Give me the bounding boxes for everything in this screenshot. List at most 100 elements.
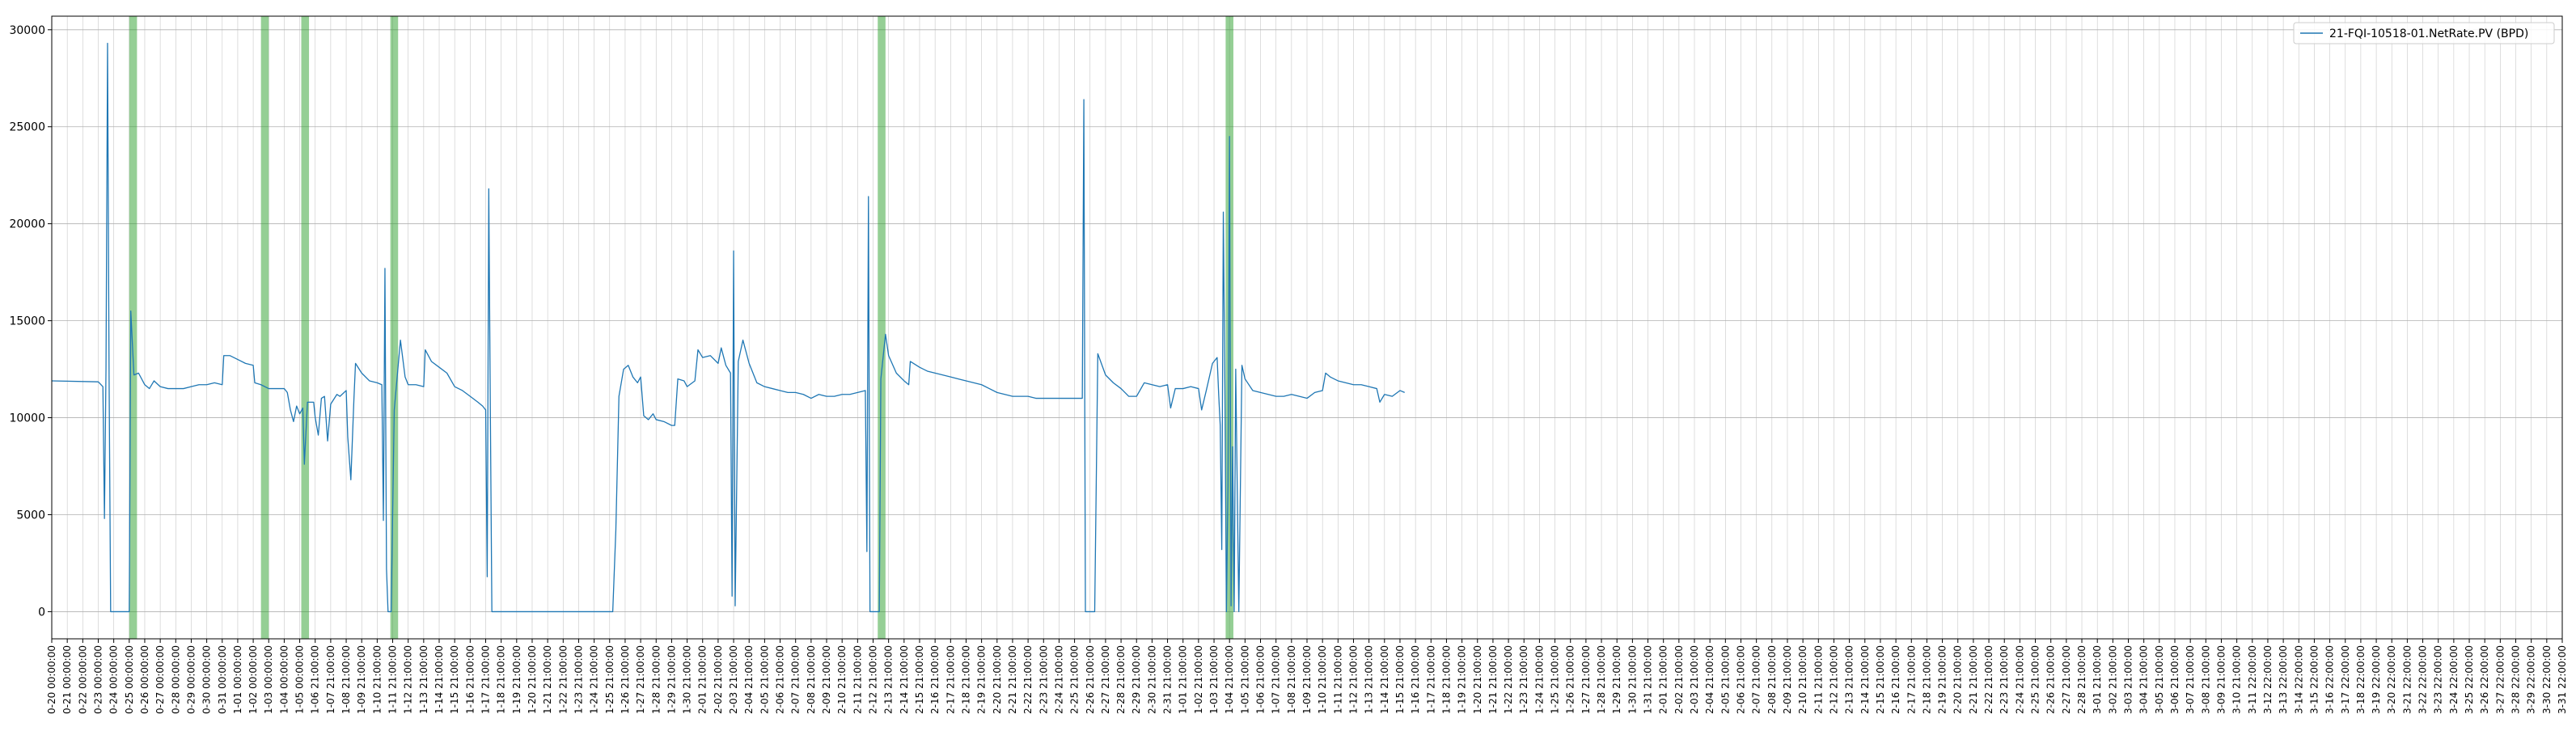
shaded-band xyxy=(1225,16,1233,639)
x-tick-label: 0-29 00:00:00 xyxy=(185,645,197,714)
x-tick-label: 1-10 21:00:00 xyxy=(1317,645,1328,714)
x-tick-label: 2-02 21:00:00 xyxy=(1673,645,1685,714)
x-tick-label: 1-16 21:00:00 xyxy=(464,645,476,714)
x-tick-label: 1-20 21:00:00 xyxy=(527,645,538,714)
x-tick-label: 0-24 00:00:00 xyxy=(108,645,120,714)
x-tick-label: 2-08 21:00:00 xyxy=(1766,645,1778,714)
x-tick-label: 2-05 21:00:00 xyxy=(759,645,770,714)
x-tick-label: 3-14 22:00:00 xyxy=(2293,645,2304,714)
x-tick-label: 1-17 21:00:00 xyxy=(480,645,491,714)
x-tick-label: 2-01 21:00:00 xyxy=(697,645,709,714)
x-tick-label: 1-15 21:00:00 xyxy=(1394,645,1406,714)
x-tick-label: 2-01 21:00:00 xyxy=(1658,645,1669,714)
x-tick-label: 2-17 21:00:00 xyxy=(1906,645,1917,714)
x-tick-label: 1-24 21:00:00 xyxy=(1533,645,1545,714)
x-tick-label: 2-14 21:00:00 xyxy=(1859,645,1871,714)
x-tick-label: 1-10 21:00:00 xyxy=(371,645,383,714)
x-tick-label: 1-12 21:00:00 xyxy=(403,645,414,714)
x-tick-label: 3-01 21:00:00 xyxy=(2092,645,2103,714)
x-tick-label: 1-30 21:00:00 xyxy=(1626,645,1638,714)
x-tick-label: 2-10 21:00:00 xyxy=(836,645,848,714)
x-tick-label: 1-02 00:00:00 xyxy=(247,645,259,714)
x-tick-label: 2-29 21:00:00 xyxy=(1131,645,1142,714)
x-tick-label: 3-13 22:00:00 xyxy=(2278,645,2289,714)
x-tick-label: 2-14 21:00:00 xyxy=(899,645,910,714)
x-tick-label: 2-27 21:00:00 xyxy=(1100,645,1111,714)
x-tick-label: 0-21 00:00:00 xyxy=(61,645,73,714)
x-tick-label: 1-02 21:00:00 xyxy=(1193,645,1204,714)
x-tick-label: 2-30 21:00:00 xyxy=(1146,645,1157,714)
x-tick-label: 1-19 21:00:00 xyxy=(1457,645,1468,714)
x-tick-label: 1-14 21:00:00 xyxy=(1379,645,1390,714)
x-tick-label: 2-25 21:00:00 xyxy=(2030,645,2041,714)
x-tick-label: 2-08 21:00:00 xyxy=(806,645,817,714)
x-tick-label: 3-04 21:00:00 xyxy=(2138,645,2150,714)
x-tick-label: 2-20 21:00:00 xyxy=(992,645,1003,714)
x-tick-label: 1-29 21:00:00 xyxy=(666,645,677,714)
x-tick-label: 1-23 21:00:00 xyxy=(573,645,584,714)
x-tick-label: 2-16 21:00:00 xyxy=(929,645,941,714)
x-tick-label: 0-25 00:00:00 xyxy=(124,645,135,714)
x-tick-label: 2-12 21:00:00 xyxy=(868,645,879,714)
x-tick-label: 2-20 21:00:00 xyxy=(1952,645,1964,714)
x-tick-label: 2-15 21:00:00 xyxy=(1875,645,1886,714)
x-tick-label: 1-04 21:00:00 xyxy=(1224,645,1235,714)
x-tick-label: 2-19 21:00:00 xyxy=(1937,645,1948,714)
x-tick-label: 1-09 21:00:00 xyxy=(1301,645,1313,714)
x-tick-label: 0-28 00:00:00 xyxy=(170,645,181,714)
x-tick-label: 0-22 00:00:00 xyxy=(77,645,88,714)
x-tick-label: 2-22 21:00:00 xyxy=(1983,645,1994,714)
x-tick-label: 2-06 21:00:00 xyxy=(1735,645,1746,714)
y-tick-label: 25000 xyxy=(9,121,45,134)
legend-label: 21-FQI-10518-01.NetRate.PV (BPD) xyxy=(2329,27,2528,40)
x-tick-label: 2-04 21:00:00 xyxy=(743,645,755,714)
x-tick-label: 3-12 22:00:00 xyxy=(2262,645,2274,714)
x-tick-label: 3-21 22:00:00 xyxy=(2401,645,2413,714)
x-tick-label: 2-25 21:00:00 xyxy=(1069,645,1081,714)
x-tick-label: 1-20 21:00:00 xyxy=(1472,645,1483,714)
x-tick-label: 1-25 21:00:00 xyxy=(1550,645,1561,714)
x-tick-label: 2-06 21:00:00 xyxy=(775,645,786,714)
x-tick-label: 0-23 00:00:00 xyxy=(92,645,104,714)
x-tick-label: 3-30 22:00:00 xyxy=(2541,645,2553,714)
y-tick-label: 10000 xyxy=(9,412,45,425)
x-tick-label: 2-02 21:00:00 xyxy=(713,645,724,714)
x-tick-label: 3-18 22:00:00 xyxy=(2355,645,2367,714)
x-tick-label: 2-09 21:00:00 xyxy=(1782,645,1793,714)
x-tick-label: 2-23 21:00:00 xyxy=(1999,645,2010,714)
x-tick-label: 1-01 00:00:00 xyxy=(232,645,243,714)
x-tick-label: 3-03 21:00:00 xyxy=(2123,645,2134,714)
x-tick-label: 1-15 21:00:00 xyxy=(449,645,460,714)
x-tick-label: 2-17 21:00:00 xyxy=(945,645,956,714)
x-tick-label: 2-22 21:00:00 xyxy=(1022,645,1034,714)
x-tick-label: 2-27 21:00:00 xyxy=(2061,645,2072,714)
shaded-band xyxy=(260,16,269,639)
x-tick-label: 2-18 21:00:00 xyxy=(960,645,971,714)
x-tick-label: 1-29 21:00:00 xyxy=(1611,645,1622,714)
x-tick-label: 1-05 21:00:00 xyxy=(1239,645,1250,714)
series-layer xyxy=(51,42,1405,613)
grid-lines xyxy=(51,16,2563,639)
x-tick-label: 3-19 22:00:00 xyxy=(2371,645,2382,714)
x-tick-label: 2-24 21:00:00 xyxy=(2014,645,2025,714)
x-tick-label: 1-22 21:00:00 xyxy=(1503,645,1514,714)
x-tick-label: 0-31 00:00:00 xyxy=(217,645,228,714)
x-tick-label: 1-23 21:00:00 xyxy=(1518,645,1529,714)
x-tick-label: 1-26 21:00:00 xyxy=(1565,645,1576,714)
x-tick-label: 2-23 21:00:00 xyxy=(1038,645,1049,714)
shaded-regions xyxy=(129,16,1233,639)
x-tick-label: 0-20 00:00:00 xyxy=(46,645,57,714)
x-tick-label: 1-21 21:00:00 xyxy=(1487,645,1499,714)
x-tick-label: 1-08 21:00:00 xyxy=(341,645,352,714)
x-tick-label: 1-03 00:00:00 xyxy=(263,645,274,714)
x-tick-label: 3-24 22:00:00 xyxy=(2448,645,2460,714)
x-tick-label: 3-25 22:00:00 xyxy=(2464,645,2475,714)
x-tick-label: 1-14 21:00:00 xyxy=(434,645,445,714)
x-tick-label: 2-11 21:00:00 xyxy=(852,645,863,714)
x-tick-label: 1-27 21:00:00 xyxy=(635,645,646,714)
x-tick-label: 3-08 21:00:00 xyxy=(2200,645,2211,714)
x-tick-label: 2-19 21:00:00 xyxy=(976,645,988,714)
x-tick-label: 1-13 21:00:00 xyxy=(418,645,429,714)
x-tick-label: 1-21 21:00:00 xyxy=(542,645,553,714)
x-tick-label: 2-31 21:00:00 xyxy=(1162,645,1174,714)
